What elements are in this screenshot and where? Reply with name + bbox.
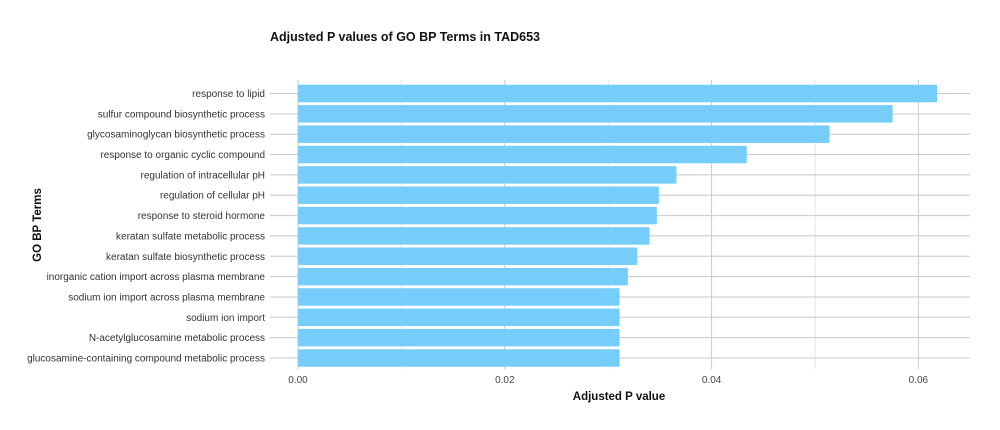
bar <box>298 166 677 184</box>
bar <box>298 267 628 286</box>
x-tick-label: 0.06 <box>909 375 929 386</box>
chart-title: Adjusted P values of GO BP Terms in TAD6… <box>270 30 540 44</box>
bar <box>298 145 747 164</box>
category-label: response to lipid <box>192 89 265 100</box>
bar <box>298 308 620 327</box>
x-tick-label: 0.02 <box>495 375 515 386</box>
x-tick-label: 0.04 <box>702 375 722 386</box>
category-label: keratan sulfate biosynthetic process <box>106 252 265 263</box>
bars <box>298 84 938 367</box>
bar <box>298 288 620 306</box>
category-label: response to steroid hormone <box>138 211 266 222</box>
bar <box>298 328 620 347</box>
category-label: keratan sulfate metabolic process <box>116 231 265 242</box>
y-axis-title: GO BP Terms <box>32 188 44 262</box>
category-label: regulation of intracellular pH <box>140 170 265 181</box>
bar <box>298 186 659 204</box>
category-label: N-acetylglucosamine metabolic process <box>89 333 265 344</box>
bar <box>298 227 650 245</box>
bar <box>298 349 620 367</box>
category-label: sodium ion import across plasma membrane <box>68 292 265 303</box>
category-label: sulfur compound biosynthetic process <box>98 109 265 120</box>
category-label: glycosaminoglycan biosynthetic process <box>87 130 265 141</box>
x-tick-labels: 0.00 0.02 0.04 0.06 <box>288 375 928 386</box>
bar <box>298 206 657 225</box>
x-tick-label: 0.00 <box>288 375 308 386</box>
category-labels: response to lipid sulfur compound biosynt… <box>27 89 265 365</box>
bar <box>298 105 893 123</box>
category-label: glucosamine-containing compound metaboli… <box>27 354 265 365</box>
bar <box>298 84 938 103</box>
category-label: regulation of cellular pH <box>160 191 265 202</box>
bar <box>298 125 830 143</box>
category-label: sodium ion import <box>186 313 265 324</box>
bar <box>298 247 638 266</box>
category-label: inorganic cation import across plasma me… <box>47 272 266 283</box>
category-label: response to organic cyclic compound <box>100 150 265 161</box>
x-axis-title: Adjusted P value <box>573 391 665 403</box>
